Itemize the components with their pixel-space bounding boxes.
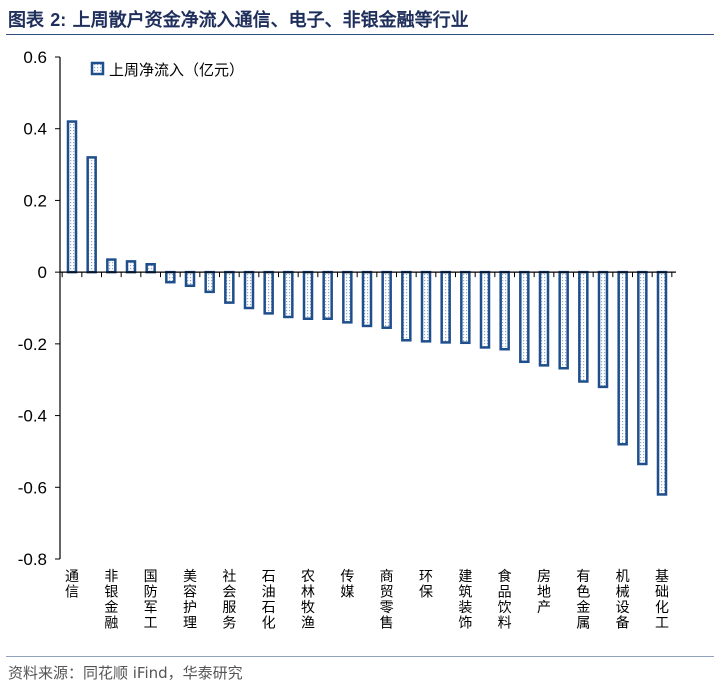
x-tick-label: 社会服务 (222, 569, 236, 632)
bar (656, 270, 668, 496)
y-tick-label: -0.4 (18, 407, 47, 426)
bar (302, 270, 314, 321)
bar (322, 270, 333, 321)
page-title: 图表 2: 上周散户资金净流入通信、电子、非银金融等行业 (8, 6, 469, 32)
x-tick-label: 传媒 (340, 569, 354, 601)
legend-swatch (90, 61, 105, 76)
bar (125, 260, 137, 274)
y-tick-label: -0.2 (18, 335, 47, 354)
bar (184, 270, 196, 288)
bar (440, 270, 451, 344)
bar (342, 270, 353, 324)
y-tick-label: 0.4 (23, 120, 47, 139)
bar-chart: 0.6 0.4 0.2 0 -0.2 -0.4 -0.6 -0.8 通信 非银金融 国防军工 美容护… (18, 48, 676, 632)
y-tick-label: 0.2 (23, 191, 47, 210)
bar (66, 120, 78, 274)
x-tick-label: 通信 (65, 569, 79, 601)
bar (637, 270, 648, 466)
bar (106, 258, 117, 274)
category-labels: 通信 非银金融 国防军工 美容护理 社会服务 石油石化 农林牧渔 传媒 商贸零售 环保 建筑装饰 食品… (65, 568, 669, 632)
x-tick-label: 建筑装饰 (458, 569, 472, 632)
x-tick-label: 农林牧渔 (301, 569, 315, 632)
y-axis-ticks: 0.6 0.4 0.2 0 -0.2 -0.4 -0.6 -0.8 (18, 48, 60, 569)
legend: 上周净流入（亿元） (90, 61, 244, 79)
x-tick-label: 商贸零售 (380, 569, 394, 632)
bar (204, 270, 215, 294)
bar (145, 263, 156, 274)
bar (538, 270, 550, 367)
x-tick-label: 非银金融 (104, 569, 118, 632)
bar (558, 270, 569, 370)
y-tick-label: 0 (38, 263, 47, 282)
bars (66, 120, 668, 496)
bar (243, 270, 255, 310)
x-tick-label: 房地产 (537, 569, 551, 616)
bar (381, 270, 392, 329)
bar (420, 270, 432, 343)
bar (519, 270, 530, 364)
bar (499, 270, 510, 351)
title-text: 上周散户资金净流入通信、电子、非银金融等行业 (72, 10, 469, 31)
title-number: 2: (50, 10, 67, 30)
title-prefix: 图表 (8, 10, 44, 31)
bar (86, 156, 97, 274)
footer-divider (6, 656, 714, 657)
bar (597, 270, 609, 389)
title-divider (6, 34, 714, 35)
x-tick-label: 国防军工 (144, 569, 158, 632)
bar (401, 270, 412, 342)
bar (578, 270, 589, 383)
bar (165, 270, 176, 284)
axes (59, 57, 676, 559)
bar (224, 270, 235, 304)
bar (361, 270, 373, 328)
bar (617, 270, 628, 446)
bar (479, 270, 491, 349)
x-tick-label: 基础化工 (655, 568, 669, 632)
bar (460, 270, 471, 345)
y-tick-label: 0.6 (23, 48, 47, 67)
x-tick-label: 食品饮料 (498, 568, 512, 632)
y-tick-label: -0.6 (18, 478, 47, 497)
x-tick-label: 机械设备 (616, 569, 630, 632)
source-note: 资料来源：同花顺 iFind，华泰研究 (8, 664, 243, 682)
legend-label: 上周净流入（亿元） (109, 61, 244, 79)
x-tick-label: 石油石化 (262, 569, 276, 632)
x-tick-label: 美容护理 (183, 569, 197, 632)
x-tick-label: 有色金属 (576, 569, 590, 632)
bar (263, 270, 274, 315)
y-tick-label: -0.8 (18, 550, 47, 569)
x-tick-label: 环保 (419, 569, 433, 601)
bar (283, 270, 294, 319)
